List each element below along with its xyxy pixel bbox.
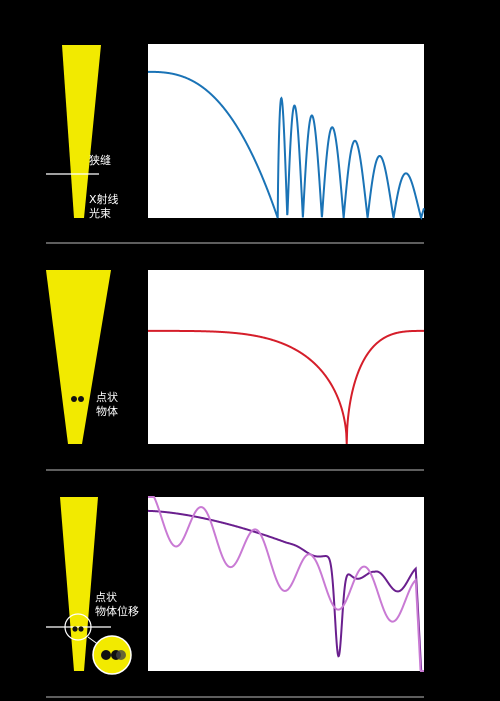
point-dot-right <box>78 396 84 402</box>
label-point-displaced: 点状 <box>95 591 117 604</box>
label-object: 物体 <box>96 405 118 418</box>
magnified-dot-c <box>116 650 126 660</box>
point-dot-left <box>71 396 77 402</box>
magnifier-small-icon <box>64 613 92 641</box>
plot-panel-point <box>148 270 424 444</box>
label-xray: X射线 <box>89 193 119 206</box>
label-point: 点状 <box>96 391 118 404</box>
row-point <box>46 270 424 471</box>
label-object-displacement: 物体位移 <box>95 605 139 618</box>
plot-panel-displaced <box>148 497 424 671</box>
label-slit: 狭缝 <box>89 154 111 167</box>
displaced-dot-left <box>72 626 78 632</box>
label-beam: 光束 <box>89 207 111 220</box>
beam-displaced-icon <box>60 497 98 671</box>
curve-slit <box>148 70 425 220</box>
beam-point-icon <box>46 270 111 444</box>
magnified-dot-a <box>101 650 111 660</box>
beam-slit-icon <box>62 45 101 218</box>
displaced-dot-right <box>78 626 84 632</box>
curve-point <box>148 329 424 445</box>
row-displaced <box>46 496 424 698</box>
curve-displaced-b <box>148 496 424 672</box>
row-slit <box>46 44 425 244</box>
